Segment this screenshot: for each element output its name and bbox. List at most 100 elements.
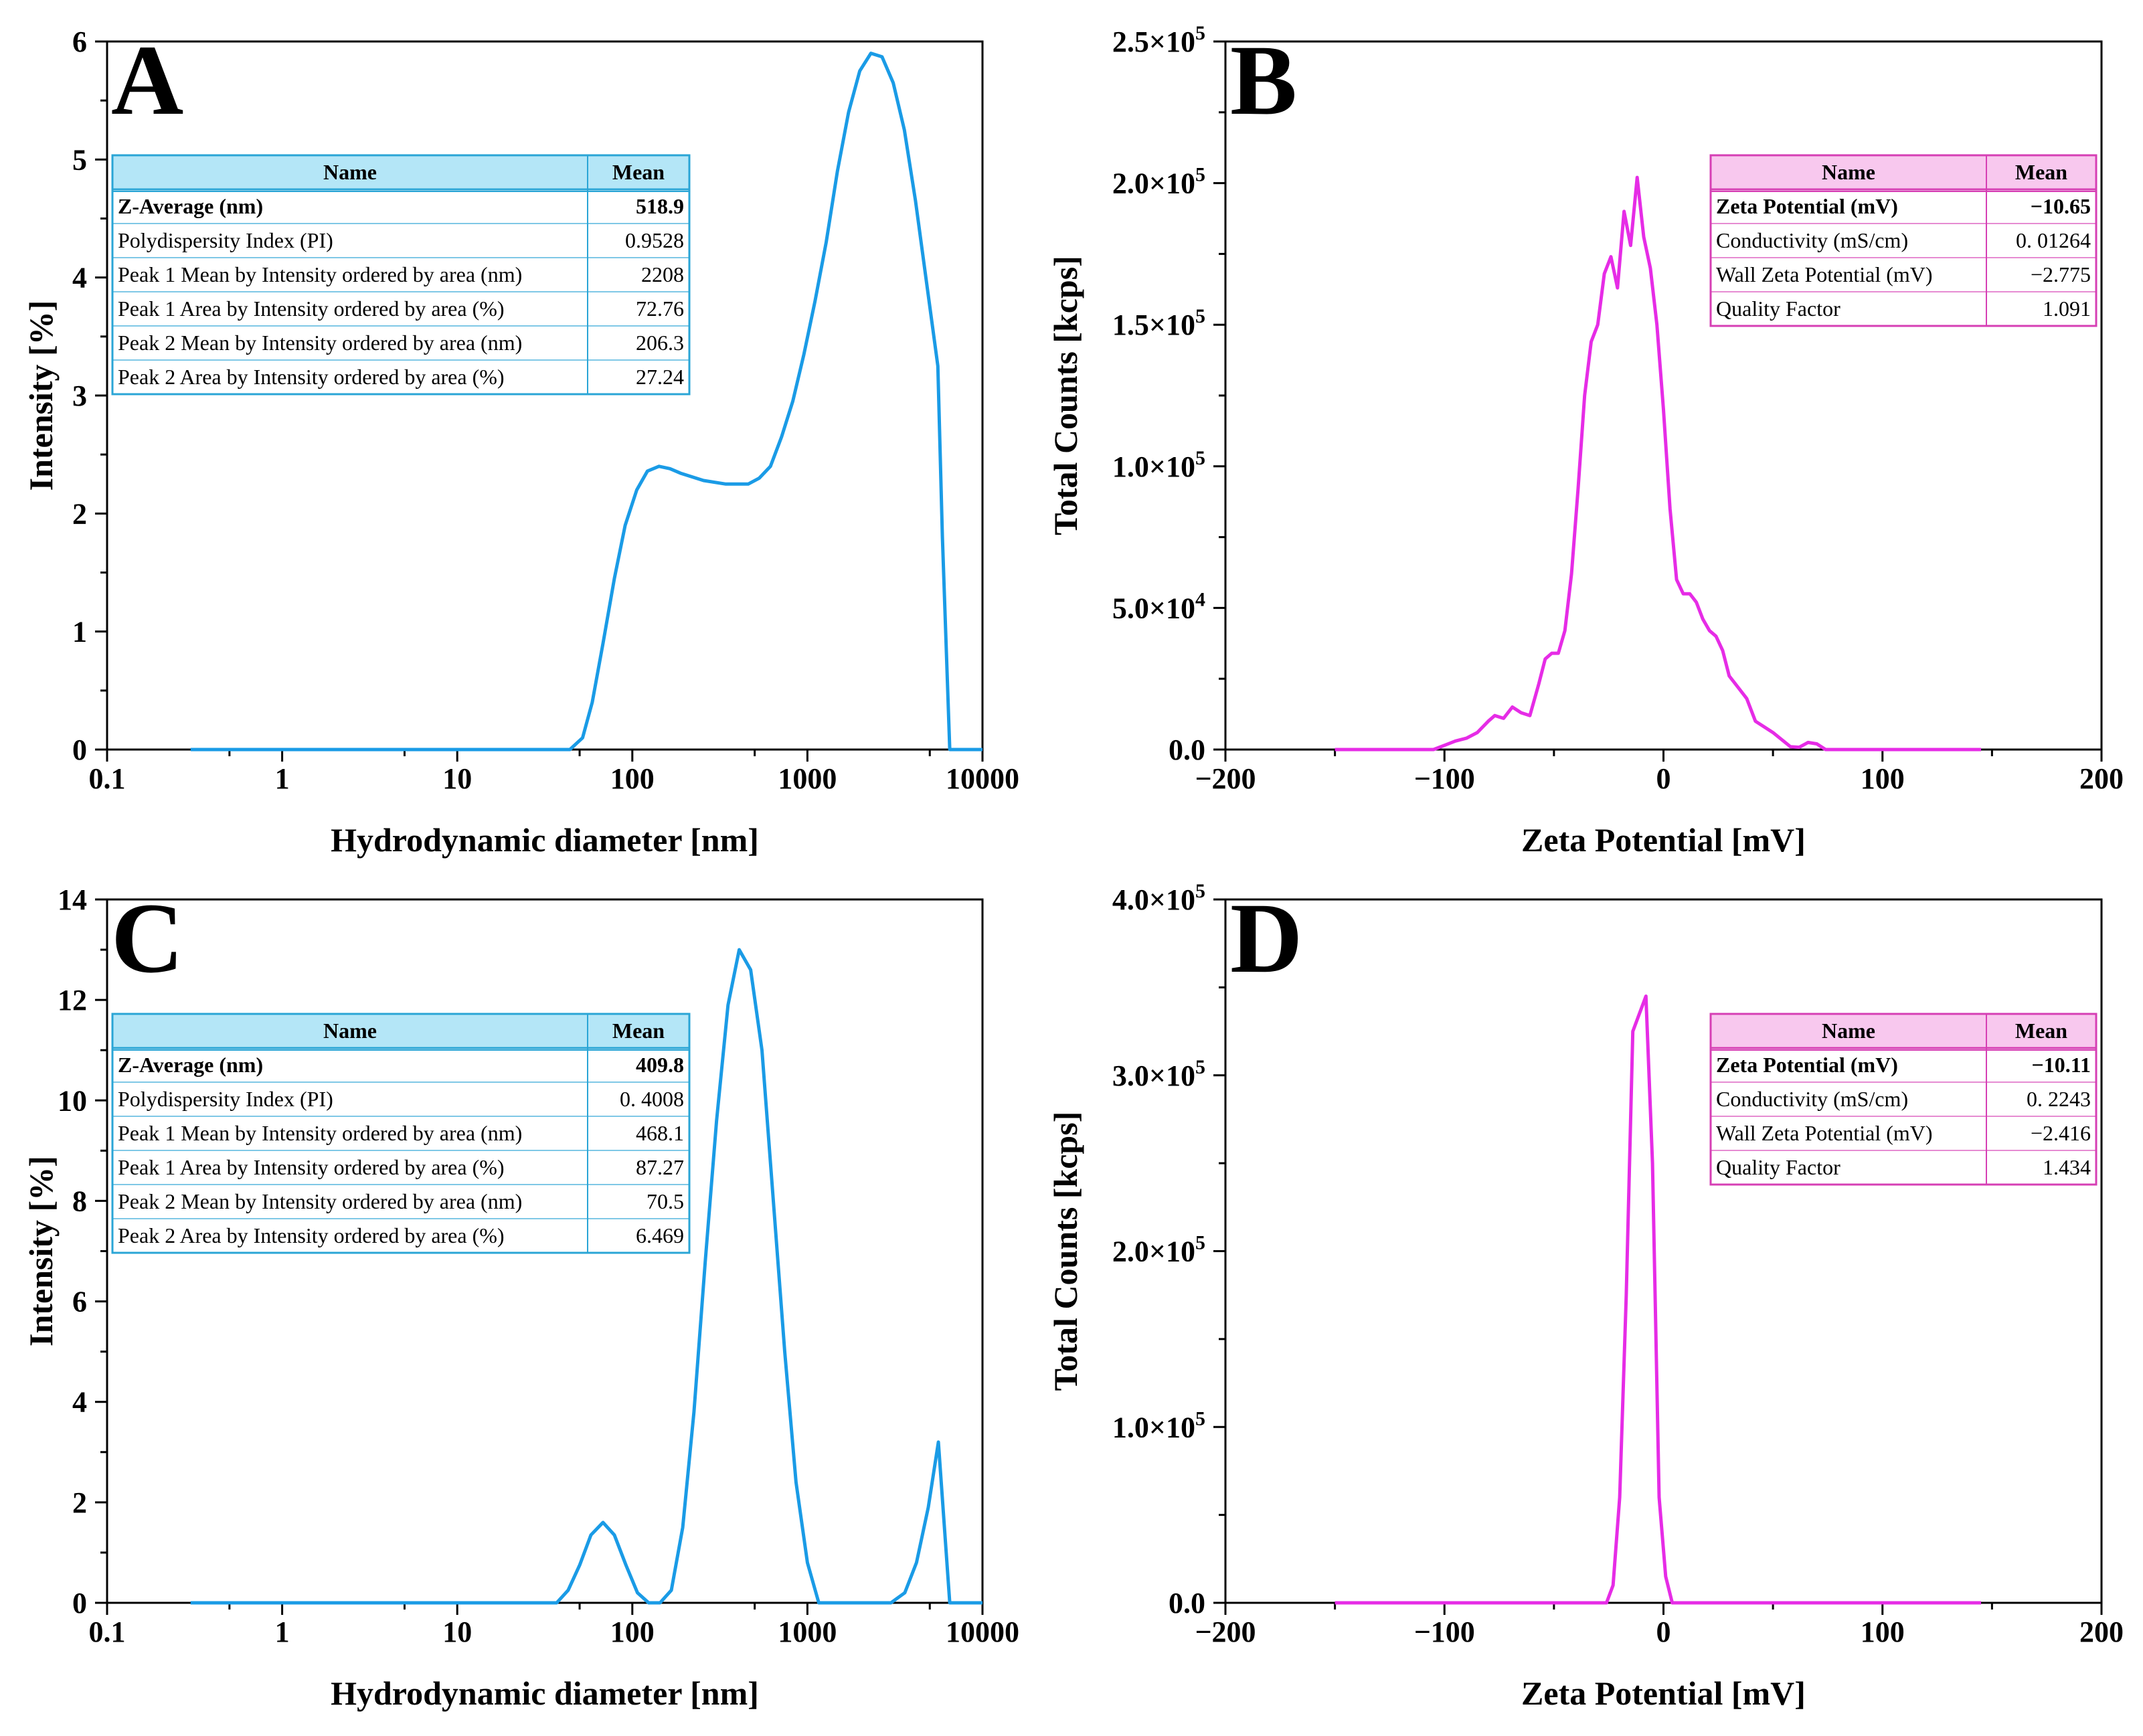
panel-label-a: A [111, 25, 183, 136]
x-tick-label-a: 10000 [946, 762, 1019, 795]
x-tick-label-a: 100 [610, 762, 655, 795]
y-tick-label-a: 4 [72, 262, 87, 294]
y-tick-label-b: 0.0 [1169, 733, 1205, 766]
x-tick-label-b: 200 [2079, 762, 2124, 795]
table-header-mean-a: Mean [612, 160, 665, 184]
table-cell-mean-b: 0. 01264 [2016, 228, 2091, 252]
x-axis-label-d: Zeta Potential [mV] [1521, 1674, 1806, 1712]
table-cell-name-c: Peak 1 Mean by Intensity ordered by area… [118, 1121, 522, 1145]
table-cell-mean-a: 2208 [641, 262, 684, 286]
y-tick-label-b: 2.0×105 [1112, 164, 1205, 200]
x-tick-label-c: 100 [610, 1616, 655, 1648]
table-cell-mean-c: 6.469 [636, 1223, 684, 1247]
table-cell-mean-c: 70.5 [647, 1189, 684, 1213]
panel-label-c: C [111, 883, 183, 994]
y-tick-label-c: 6 [72, 1286, 87, 1318]
x-tick-label-b: 0 [1656, 762, 1671, 795]
y-tick-label-d: 4.0×105 [1112, 880, 1205, 916]
summary-table-b: Name Mean Zeta Potential (mV) −10.65 Conduct… [1709, 154, 2097, 327]
table-cell-name-c: Peak 2 Area by Intensity ordered by area… [118, 1223, 505, 1247]
y-tick-label-b: 1.0×105 [1112, 447, 1205, 483]
y-tick-label-d: 3.0×105 [1112, 1056, 1205, 1092]
table-header-mean-b: Mean [2015, 160, 2067, 184]
table-cell-mean-c: 409.8 [636, 1053, 684, 1077]
summary-table-d: Name Mean Zeta Potential (mV) −10.11 Conduct… [1709, 1013, 2097, 1186]
table-cell-mean-c: 87.27 [636, 1155, 684, 1179]
series-line-a [190, 52, 982, 752]
y-tick-label-c: 0 [72, 1587, 87, 1620]
y-tick-label-b: 5.0×104 [1112, 588, 1205, 624]
x-tick-label-b: −200 [1195, 762, 1256, 795]
table-header-bg-a [111, 154, 691, 191]
y-tick-label-c: 8 [72, 1185, 87, 1217]
y-tick-label-c: 2 [72, 1486, 87, 1519]
y-axis-label-d: Total Counts [kcps] [1047, 1112, 1084, 1391]
table-cell-name-d: Wall Zeta Potential (mV) [1716, 1121, 1933, 1145]
table-cell-name-a: Z-Average (nm) [118, 194, 263, 218]
table-cell-name-b: Wall Zeta Potential (mV) [1716, 262, 1933, 286]
table-cell-mean-c: 468.1 [636, 1121, 684, 1145]
table-cell-mean-a: 0.9528 [625, 228, 684, 252]
table-cell-name-d: Conductivity (mS/cm) [1716, 1087, 1908, 1111]
x-tick-label-d: −200 [1195, 1616, 1256, 1648]
x-axis-label-a: Hydrodynamic diameter [nm] [331, 821, 759, 859]
table-header-bg-d [1709, 1013, 2097, 1049]
x-tick-label-a: 1000 [778, 762, 837, 795]
y-tick-label-a: 5 [72, 143, 87, 176]
table-cell-name-c: Peak 2 Mean by Intensity ordered by area… [118, 1189, 522, 1213]
y-tick-label-a: 3 [72, 379, 87, 412]
table-cell-mean-b: 1.091 [2043, 296, 2091, 321]
y-tick-label-d: 1.0×105 [1112, 1407, 1205, 1444]
table-header-bg-b [1709, 154, 2097, 191]
x-tick-label-c: 10 [442, 1616, 472, 1648]
table-cell-mean-b: −10.65 [2031, 194, 2091, 218]
y-axis-label-c: Intensity [%] [22, 1156, 60, 1347]
y-tick-label-c: 14 [58, 883, 87, 916]
y-axis-label-b: Total Counts [kcps] [1047, 256, 1084, 535]
table-cell-name-c: Z-Average (nm) [118, 1053, 263, 1077]
table-header-mean-c: Mean [612, 1019, 665, 1043]
x-tick-label-a: 10 [442, 762, 472, 795]
series-line-b [1335, 175, 1981, 752]
table-cell-mean-b: −2.775 [2031, 262, 2091, 286]
panel-d: −200 −100 0 100 200 0.0 1.0×105 2.0×105 3.0×105 4… [1047, 880, 2124, 1712]
table-cell-mean-a: 27.24 [636, 365, 684, 389]
table-cell-name-a: Polydispersity Index (PI) [118, 228, 333, 252]
table-cell-name-b: Conductivity (mS/cm) [1716, 228, 1908, 252]
table-header-name-d: Name [1822, 1019, 1875, 1043]
y-tick-label-b: 2.5×105 [1112, 22, 1205, 58]
x-tick-label-d: 100 [1861, 1616, 1905, 1648]
x-axis-label-b: Zeta Potential [mV] [1521, 821, 1806, 859]
table-cell-name-c: Polydispersity Index (PI) [118, 1087, 333, 1111]
table-cell-name-a: Peak 2 Area by Intensity ordered by area… [118, 365, 505, 389]
table-cell-mean-c: 0. 4008 [620, 1087, 684, 1111]
y-tick-label-c: 4 [72, 1386, 87, 1419]
y-axis-label-a: Intensity [%] [22, 300, 60, 491]
y-tick-label-b: 1.5×105 [1112, 305, 1205, 341]
y-tick-label-c: 12 [58, 984, 87, 1017]
x-tick-label-c: 0.1 [89, 1616, 126, 1648]
table-cell-mean-d: 0. 2243 [2027, 1087, 2091, 1111]
x-tick-label-c: 1000 [778, 1616, 837, 1648]
x-tick-label-d: 0 [1656, 1616, 1671, 1648]
table-header-mean-d: Mean [2015, 1019, 2067, 1043]
summary-table-c: Name Mean Z-Average (nm) 409.8 Polydispersit… [111, 1013, 691, 1254]
table-header-name-b: Name [1822, 160, 1875, 184]
series-line-c [190, 948, 982, 1605]
table-frame-a [111, 154, 691, 396]
table-cell-mean-d: −10.11 [2032, 1053, 2091, 1077]
panel-b: −200 −100 0 100 200 0.0 5.0×104 1.0×105 1.5×105 2… [1047, 22, 2124, 859]
table-cell-name-b: Quality Factor [1716, 296, 1840, 321]
table-cell-mean-a: 518.9 [636, 194, 684, 218]
table-header-name-a: Name [323, 160, 377, 184]
table-cell-mean-a: 206.3 [636, 331, 684, 355]
table-header-name-c: Name [323, 1019, 377, 1043]
table-cell-name-d: Zeta Potential (mV) [1716, 1053, 1898, 1077]
table-cell-name-c: Peak 1 Area by Intensity ordered by area… [118, 1155, 505, 1179]
x-tick-label-c: 1 [275, 1616, 290, 1648]
y-tick-label-a: 2 [72, 497, 87, 530]
x-axis-label-c: Hydrodynamic diameter [nm] [331, 1674, 759, 1712]
summary-table-a: Name Mean Z-Average (nm) 518.9 Polydispersit… [111, 154, 691, 396]
y-tick-label-c: 10 [58, 1084, 87, 1117]
